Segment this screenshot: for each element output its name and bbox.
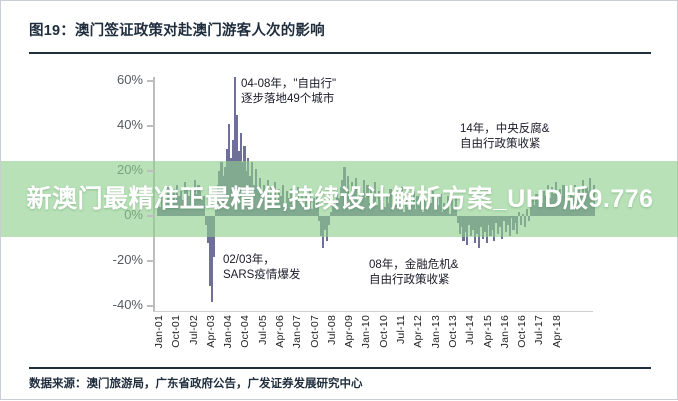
bar — [527, 216, 530, 221]
x-tick-label: Jan-13 — [429, 315, 442, 349]
bar — [520, 216, 523, 225]
page-title: 图19：澳门签证政策对赴澳门游客人次的影响 — [29, 23, 325, 39]
x-tick-label: Jul-17 — [533, 315, 546, 345]
annotation-free-travel: 04-08年，"自由行" 逐步落地49个城市 — [241, 78, 337, 105]
x-tick-label: Jan-10 — [360, 315, 373, 349]
x-tick-label: Apr-06 — [274, 315, 287, 348]
y-tick-mark — [147, 215, 154, 217]
bar — [233, 76, 237, 216]
x-tick-label: Oct-13 — [446, 315, 459, 348]
x-axis-line — [153, 311, 593, 313]
x-tick-label: Jul-02 — [187, 315, 200, 345]
y-tick-mark — [147, 125, 154, 127]
x-tick-label: Jan-01 — [153, 315, 165, 349]
x-tick-label: Apr-03 — [204, 315, 217, 348]
annotation-anti-corruption: 14年，中央反腐& 自由行政策收紧 — [460, 123, 550, 150]
bar — [593, 184, 596, 216]
y-tick-label: 60% — [116, 72, 143, 87]
y-tick-mark — [147, 170, 154, 172]
title-bar: 图19：澳门签证政策对赴澳门游客人次的影响 — [29, 19, 649, 45]
y-tick-label: 40% — [116, 117, 143, 132]
y-tick-label: -40% — [112, 297, 143, 312]
x-axis-labels: Jan-01 Oct-01 Jul-02 Apr-03 Jan-04 Oct-04 Jul-… — [153, 315, 593, 371]
x-tick-label: Jan-07 — [291, 315, 304, 349]
x-tick-label: Jan-04 — [222, 315, 235, 349]
x-tick-label: Oct-01 — [170, 315, 183, 348]
y-tick-mark — [147, 260, 154, 262]
bar — [327, 216, 331, 225]
bar — [508, 216, 511, 237]
x-tick-label: Apr-09 — [343, 315, 356, 348]
title-divider — [29, 52, 651, 54]
source-note: 数据来源：澳门旅游局，广东省政府公告，广发证券发展研究中心 — [29, 378, 363, 390]
y-tick-label: 0% — [124, 207, 143, 222]
x-tick-label: Oct-04 — [239, 315, 252, 348]
x-tick-label: Jul-08 — [325, 315, 338, 345]
bar — [525, 209, 529, 216]
x-tick-label: Jan-16 — [498, 315, 511, 349]
y-tick-mark — [147, 80, 154, 82]
bar — [316, 193, 319, 216]
footer-divider — [29, 367, 651, 369]
x-tick-label: Apr-18 — [550, 315, 563, 348]
x-tick-label: Oct-10 — [377, 315, 390, 348]
bar — [454, 198, 457, 216]
bar — [516, 216, 519, 234]
bar — [523, 216, 527, 228]
bar — [212, 216, 215, 257]
bar — [203, 195, 206, 216]
x-tick-label: Oct-16 — [516, 315, 529, 348]
y-tick-mark — [147, 305, 154, 307]
x-tick-label: Jul-14 — [464, 315, 477, 345]
x-tick-label: Apr-12 — [412, 315, 425, 348]
y-tick-label: -20% — [112, 252, 143, 267]
bar — [208, 216, 212, 286]
bar — [210, 216, 213, 302]
annotation-financial-crisis: 08年，金融危机& 自由行政策收紧 — [369, 259, 459, 286]
x-tick-label: Jul-05 — [256, 315, 269, 345]
x-tick-label: Apr-15 — [481, 315, 494, 348]
annotation-sars: 02/03年， SARS疫情爆发 — [223, 254, 301, 281]
y-axis-labels: 60% 40% 20% 0% -20% -40% — [67, 1, 143, 401]
x-tick-label: Oct-07 — [308, 315, 321, 348]
x-tick-label: Jul-11 — [395, 315, 408, 345]
y-tick-label: 20% — [116, 162, 143, 177]
